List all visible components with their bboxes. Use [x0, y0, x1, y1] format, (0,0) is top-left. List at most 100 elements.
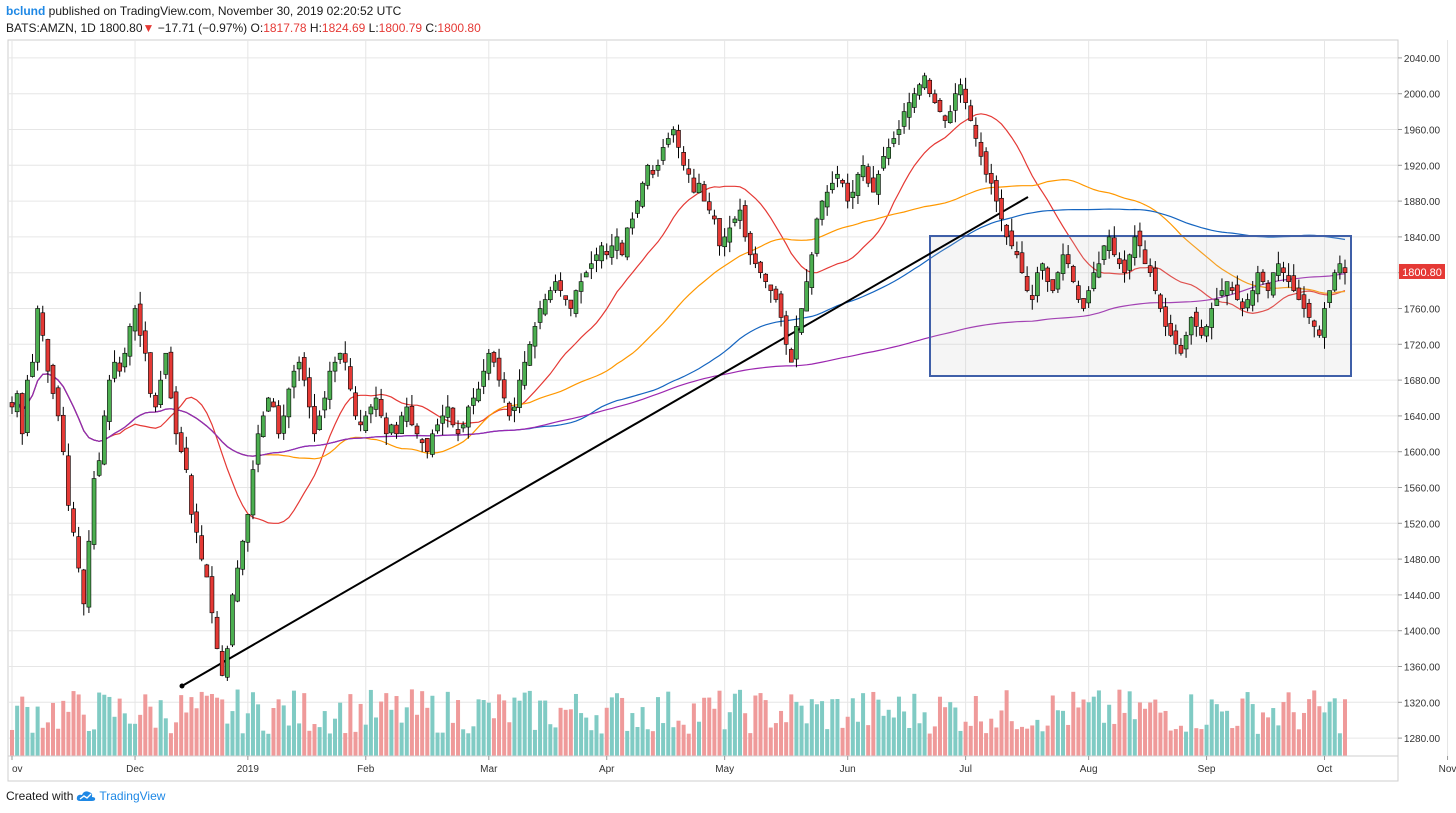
candle-body: [112, 361, 117, 379]
volume-bar: [1332, 698, 1337, 756]
candle-body: [1332, 272, 1338, 291]
volume-bar: [1199, 729, 1204, 756]
volume-bar: [389, 709, 394, 756]
low-label: L:: [368, 21, 379, 35]
volume-bar: [66, 711, 71, 756]
footer: Created with TradingView: [6, 789, 165, 803]
candle-body: [563, 295, 569, 300]
price-tick-label: 1920.00: [1404, 161, 1441, 172]
author-link[interactable]: bclund: [6, 4, 46, 18]
candle-body: [491, 352, 497, 363]
candle-body: [163, 352, 169, 375]
volume-bar: [1245, 692, 1250, 756]
volume-bar: [640, 707, 645, 756]
volume-bar: [1317, 706, 1322, 756]
candle-body: [81, 569, 87, 605]
candle-body: [604, 251, 610, 256]
candle-body: [1173, 330, 1179, 345]
candle-body: [1291, 275, 1297, 291]
candle-body: [204, 564, 210, 578]
candle-body: [1178, 345, 1184, 354]
volume-bar: [922, 712, 927, 756]
volume-bar: [456, 700, 461, 756]
candle-body: [414, 425, 420, 435]
volume-bar: [507, 722, 512, 756]
time-tick-label: Mar: [480, 764, 498, 775]
candle-body: [1317, 329, 1322, 336]
candle-body: [671, 129, 676, 136]
candle-body: [281, 415, 287, 434]
volume-bar: [420, 691, 425, 756]
volume-bar: [1343, 699, 1347, 756]
volume-bar: [732, 693, 737, 756]
candle-body: [296, 361, 302, 370]
volume-bar: [999, 710, 1004, 756]
candle-body: [383, 417, 389, 435]
published-text: published on TradingView.com, November 3…: [48, 4, 402, 18]
volume-bar: [256, 704, 261, 756]
volume-bar: [1291, 712, 1296, 756]
volume-bar: [194, 708, 199, 756]
volume-bar: [984, 733, 989, 756]
volume-bar: [1066, 724, 1071, 756]
volume-bar: [558, 707, 563, 756]
volume-bar: [40, 727, 45, 756]
candle-body: [722, 236, 727, 248]
volume-bar: [1178, 725, 1183, 756]
volume-bar: [748, 733, 753, 756]
candle-body: [1004, 224, 1009, 238]
candle-body: [624, 227, 630, 258]
volume-bar: [789, 694, 794, 756]
candle-body: [1101, 245, 1107, 260]
volume-bar: [891, 717, 896, 756]
volume-bar: [1194, 728, 1199, 756]
volume-bar: [635, 727, 640, 756]
trendline[interactable]: [181, 196, 1029, 687]
volume-bar: [409, 689, 414, 756]
trendline-anchor[interactable]: [179, 683, 185, 689]
candle-body: [1086, 290, 1091, 304]
candle-body: [486, 352, 492, 374]
volume-bar: [404, 707, 409, 756]
candle-body: [537, 308, 543, 323]
candle-body: [255, 433, 261, 465]
volume-bar: [553, 727, 558, 756]
time-tick-label: Sep: [1198, 764, 1216, 775]
volume-bar: [620, 697, 625, 756]
candle-body: [1076, 285, 1081, 300]
candle-body: [178, 432, 184, 453]
volume-bar: [1271, 708, 1276, 756]
candle-body: [1235, 284, 1240, 300]
range-box[interactable]: [929, 235, 1352, 377]
volume-bar: [307, 730, 312, 756]
candle-body: [712, 215, 717, 220]
candle-body: [696, 182, 702, 194]
volume-bar: [845, 716, 850, 756]
volume-bar: [30, 732, 35, 756]
volume-bar: [240, 733, 245, 756]
volume-bar: [1055, 710, 1060, 756]
candle-body: [301, 357, 307, 381]
candle-body: [753, 253, 758, 265]
volume-bar: [820, 701, 825, 756]
candle-body: [1337, 263, 1343, 274]
candle-body: [1183, 335, 1189, 350]
candle-body: [199, 535, 204, 560]
tradingview-brand-link[interactable]: TradingView: [99, 789, 166, 803]
volume-bar: [589, 730, 594, 756]
candle-body: [876, 173, 881, 195]
candle-body: [1224, 281, 1230, 296]
volume-bar: [779, 710, 784, 756]
price-tick-label: 1560.00: [1404, 484, 1441, 495]
time-tick-label: Aug: [1080, 764, 1098, 775]
volume-bar: [476, 699, 481, 756]
volume-bar: [604, 707, 609, 756]
candle-body: [906, 102, 912, 118]
candle-body: [1296, 287, 1302, 300]
volume-bar: [363, 724, 368, 756]
candle-body: [1260, 271, 1266, 282]
candle-body: [1019, 252, 1025, 273]
volume-bar: [1158, 712, 1163, 756]
time-tick-label: Feb: [357, 764, 375, 775]
